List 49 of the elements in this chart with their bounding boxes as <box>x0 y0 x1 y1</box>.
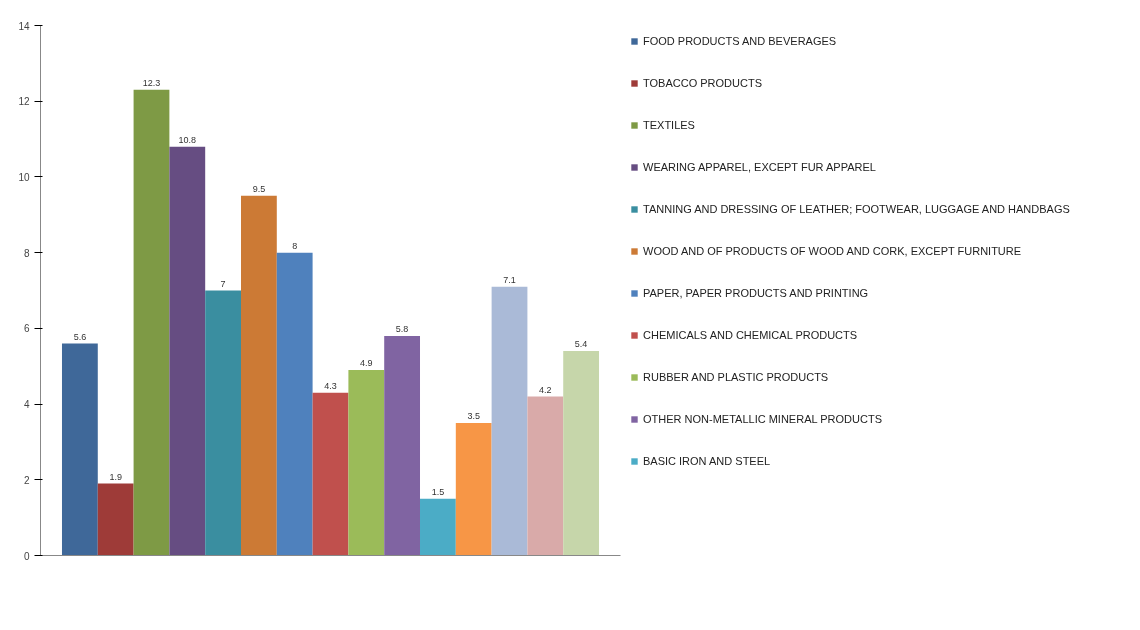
data-label: 10.8 <box>178 134 197 145</box>
bar <box>61 343 98 556</box>
bar <box>133 89 170 556</box>
legend-label: TEXTILES <box>643 119 695 131</box>
bar <box>169 146 206 556</box>
y-tick-label: 2 <box>23 474 30 486</box>
data-label: 7.1 <box>503 274 516 285</box>
y-tick-label: 10 <box>18 171 30 183</box>
data-label: 1.5 <box>431 486 445 497</box>
data-label: 4.3 <box>324 380 337 391</box>
y-tick-label: 8 <box>23 247 30 259</box>
data-label: 1.9 <box>109 471 122 482</box>
bar <box>527 396 564 556</box>
data-label: 4.2 <box>539 384 552 395</box>
bar <box>97 483 134 556</box>
data-label: 5.4 <box>574 339 588 350</box>
data-label: 3.5 <box>467 411 480 421</box>
legend-label: CHEMICALS AND CHEMICAL PRODUCTS <box>643 329 858 341</box>
y-tick-label: 14 <box>18 20 30 32</box>
y-tick-label: 6 <box>23 323 30 335</box>
data-label: 7 <box>220 278 226 289</box>
legend-label: TOBACCO PRODUCTS <box>643 77 762 89</box>
legend-label: RUBBER AND PLASTIC PRODUCTS <box>643 371 829 383</box>
y-tick-label: 0 <box>23 550 30 562</box>
data-label: 8 <box>292 240 298 251</box>
legend-label: WEARING APPAREL, EXCEPT FUR APPAREL <box>643 161 876 173</box>
data-label: 12.3 <box>142 77 161 88</box>
legend-label: OTHER NON-METALLIC MINERAL PRODUCTS <box>643 413 882 425</box>
legend-label: PAPER, PAPER PRODUCTS AND PRINTING <box>643 287 869 299</box>
legend-label: FOOD PRODUCTS AND BEVERAGES <box>643 35 837 47</box>
legend-label: WOOD AND OF PRODUCTS OF WOOD AND CORK, EXCEPT FURNITURE <box>643 245 1022 257</box>
bar <box>276 252 313 556</box>
data-label: 5.6 <box>73 331 87 342</box>
data-label: 9.5 <box>252 183 266 194</box>
data-label: 5.8 <box>395 323 409 334</box>
bar <box>312 392 349 556</box>
y-tick-label: 12 <box>18 96 30 108</box>
data-label: 4.9 <box>360 358 373 368</box>
legend-label: TANNING AND DRESSING OF LEATHER; FOOTWEAR, LUGGAGE AND HANDBAGS <box>643 203 1070 215</box>
bar <box>563 351 600 556</box>
y-tick-label: 4 <box>23 399 30 411</box>
bar <box>491 286 528 556</box>
bar <box>205 290 241 556</box>
bar <box>348 370 385 556</box>
bar <box>455 423 492 556</box>
bar <box>420 498 456 556</box>
legend-label: BASIC IRON AND STEEL <box>643 455 771 467</box>
bar <box>240 195 277 556</box>
bar <box>384 335 421 556</box>
